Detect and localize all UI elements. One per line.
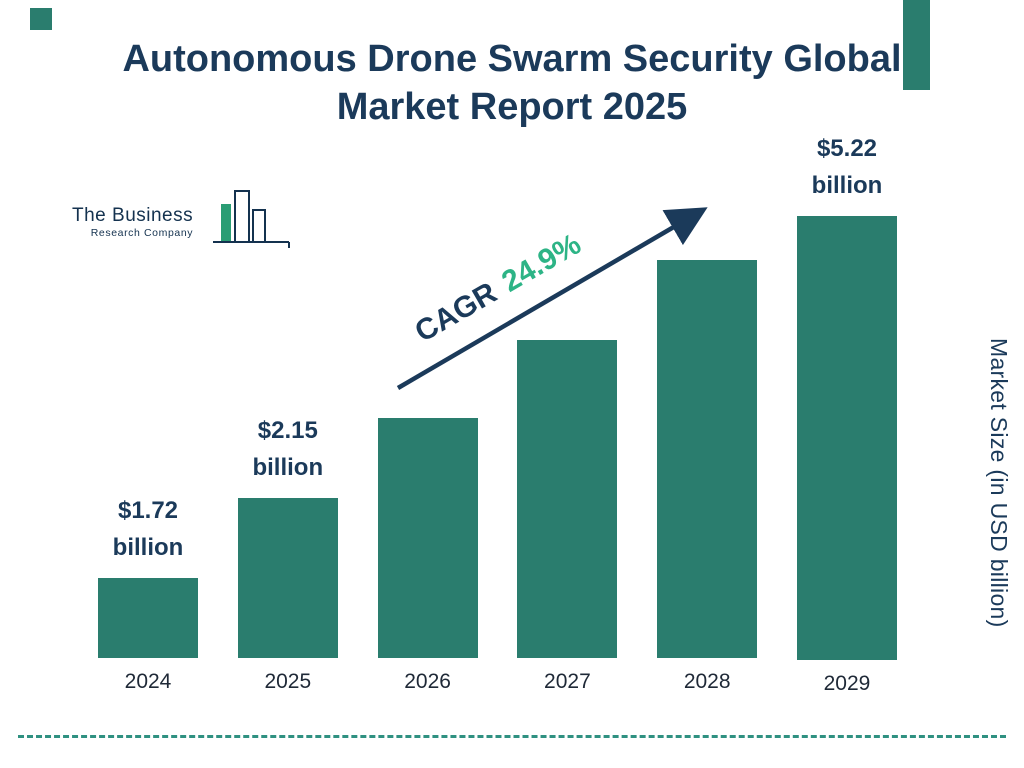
bar-column-2025: $2.15 billion 2025 (237, 130, 338, 700)
x-tick-2026: 2026 (404, 670, 451, 693)
x-tick-2028: 2028 (683, 670, 731, 693)
y-axis-label: Market Size (in USD billion) (986, 338, 1012, 628)
page-title-line2: Market Report 2025 (336, 85, 688, 128)
value-label-line: billion (112, 533, 184, 561)
bottom-dashed-line (18, 735, 1006, 738)
bar-2024 (98, 578, 198, 658)
value-label-line: $1.72 (117, 496, 179, 524)
company-name-line1: The Business (72, 204, 194, 226)
value-label-line: billion (811, 172, 883, 200)
x-tick-2029: 2029 (823, 672, 871, 696)
bar-2025 (237, 498, 338, 658)
bar-column-2029: $5.22 billion 2029 (796, 130, 897, 700)
corner-accent-top-left (30, 8, 52, 30)
bar-2026 (377, 418, 478, 658)
value-label-line: $5.22 (816, 135, 878, 162)
value-label-line: $2.15 (257, 416, 318, 444)
bar-column-2026: 2026 (377, 130, 478, 700)
logo-bar-chart-icon (199, 188, 291, 255)
bar-column-2028: 2028 (657, 130, 758, 700)
bar-column-2027: 2027 (517, 130, 618, 700)
value-label-2029: $5.22 billion (812, 130, 883, 204)
company-name-line2: Research Company (90, 226, 194, 239)
value-label-line: billion (252, 453, 324, 481)
bar-chart: $1.72 billion 2024 $2.15 billion 2025 2026 2027… (98, 130, 897, 700)
bar-2027 (517, 340, 618, 658)
bar-column-2024: $1.72 billion 2024 (98, 130, 198, 700)
company-logo-text: The Business Research Company (72, 205, 193, 239)
value-label-2024: $1.72 billion (113, 492, 184, 566)
x-tick-2024: 2024 (124, 670, 172, 693)
corner-accent-top-right (903, 0, 930, 90)
value-label-2025: $2.15 billion (252, 412, 323, 486)
bar-2029 (796, 216, 897, 661)
x-tick-2025: 2025 (264, 670, 312, 693)
page-title: Autonomous Drone Swarm Security Global M… (0, 36, 1024, 131)
bar-2028 (657, 260, 758, 658)
company-logo: The Business Research Company (72, 188, 291, 255)
page-title-line1: Autonomous Drone Swarm Security Global (122, 38, 902, 80)
x-tick-2027: 2027 (544, 670, 591, 693)
